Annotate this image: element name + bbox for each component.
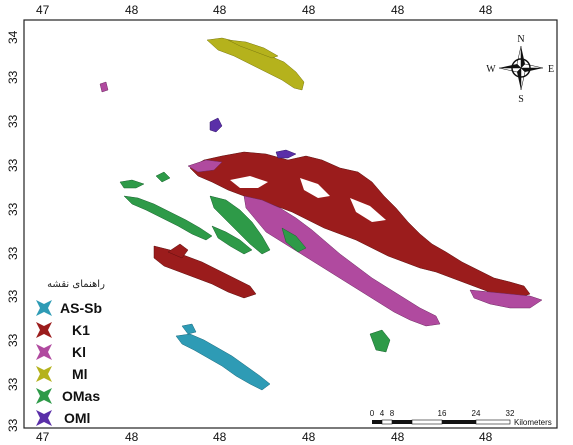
- longitude-labels-top: 47 48 48 48 48 48: [36, 3, 493, 17]
- unit-omas-polygon: [281, 227, 307, 253]
- lat-label: 33: [6, 114, 20, 128]
- unit-kl-polygon: [187, 159, 223, 173]
- legend-item-k1: K1: [36, 322, 90, 338]
- lon-label: 48: [302, 3, 316, 17]
- lon-label: 48: [479, 430, 493, 444]
- legend-label: K1: [72, 322, 90, 338]
- unit-ml-polygon: [227, 39, 279, 59]
- legend-swatch-icon: [36, 366, 52, 382]
- legend-item-as-sb: AS-Sb: [36, 300, 102, 316]
- scale-unit: Kilometers: [514, 418, 552, 427]
- legend-item-ml: Ml: [36, 366, 88, 382]
- legend-title: راهنمای نقشه: [47, 279, 105, 290]
- lon-label: 48: [302, 430, 316, 444]
- legend-swatch-icon: [36, 344, 52, 360]
- lon-label: 48: [479, 3, 493, 17]
- scale-tick: 4: [380, 409, 385, 418]
- unit-k1-polygon: [189, 151, 531, 299]
- lat-label: 33: [6, 289, 20, 303]
- legend-item-omas: OMas: [36, 388, 100, 404]
- compass-w: W: [486, 64, 496, 75]
- unit-kl-polygon: [243, 195, 441, 327]
- lat-label: 33: [6, 418, 20, 432]
- lon-label: 47: [36, 430, 50, 444]
- unit-k1-polygon: [153, 245, 257, 299]
- lon-label: 48: [125, 3, 139, 17]
- legend-label: Kl: [72, 344, 86, 360]
- legend-label: AS-Sb: [60, 300, 102, 316]
- unit-as-sb-polygon: [181, 323, 197, 335]
- scale-tick: 32: [506, 409, 515, 418]
- map-gap: [230, 176, 268, 188]
- lat-label: 33: [6, 70, 20, 84]
- map-gap: [300, 178, 330, 198]
- unit-omas-polygon: [369, 329, 391, 353]
- unit-omas-polygon: [119, 179, 145, 189]
- legend-swatch-icon: [36, 410, 52, 426]
- lon-label: 48: [213, 3, 227, 17]
- lon-label: 48: [391, 3, 405, 17]
- lon-label: 48: [125, 430, 139, 444]
- unit-kl-polygon: [469, 289, 543, 309]
- lat-label: 33: [6, 158, 20, 172]
- lat-label: 33: [6, 246, 20, 260]
- compass-n: N: [517, 34, 524, 45]
- north-arrow-icon: N S E W: [486, 34, 554, 105]
- scale-tick: 24: [472, 409, 481, 418]
- legend-label: Ml: [72, 366, 88, 382]
- scale-tick: 16: [438, 409, 447, 418]
- lon-label: 48: [391, 430, 405, 444]
- legend-item-oml: OMl: [36, 410, 90, 426]
- lat-label: 34: [6, 30, 20, 44]
- legend-swatch-icon: [36, 322, 52, 338]
- legend-label: OMas: [62, 388, 100, 404]
- scale-tick: 0: [370, 409, 375, 418]
- latitude-labels: 34 33 33 33 33 33 33 33 33 33: [6, 30, 20, 432]
- lat-label: 33: [6, 377, 20, 391]
- unit-omas-polygon: [155, 171, 171, 183]
- lon-label: 47: [36, 3, 50, 17]
- legend-swatch-icon: [36, 388, 52, 404]
- longitude-labels-bottom: 47 48 48 48 48 48: [36, 430, 493, 444]
- legend-label: OMl: [64, 410, 90, 426]
- scale-tick: 8: [390, 409, 395, 418]
- compass-e: E: [548, 64, 554, 75]
- unit-k1-polygon: [167, 243, 189, 259]
- unit-as-sb-polygon: [175, 333, 271, 391]
- legend-item-kl: Kl: [36, 344, 86, 360]
- unit-oml-polygon: [209, 117, 223, 133]
- lon-label: 48: [213, 430, 227, 444]
- unit-omas-polygon: [123, 195, 213, 241]
- unit-kl-polygon: [99, 81, 109, 93]
- unit-oml-polygon: [275, 149, 297, 159]
- map-gap: [350, 198, 386, 222]
- scale-bar: 0 4 8 16 24 32 Kilometers: [370, 409, 552, 427]
- unit-omas-polygon: [211, 225, 253, 255]
- legend-swatch-icon: [36, 300, 52, 316]
- lat-label: 33: [6, 202, 20, 216]
- legend: راهنمای نقشه AS-Sb K1 Kl Ml OMas OMl: [36, 279, 105, 426]
- unit-omas-polygon: [209, 195, 271, 255]
- lat-label: 33: [6, 333, 20, 347]
- compass-s: S: [518, 94, 524, 105]
